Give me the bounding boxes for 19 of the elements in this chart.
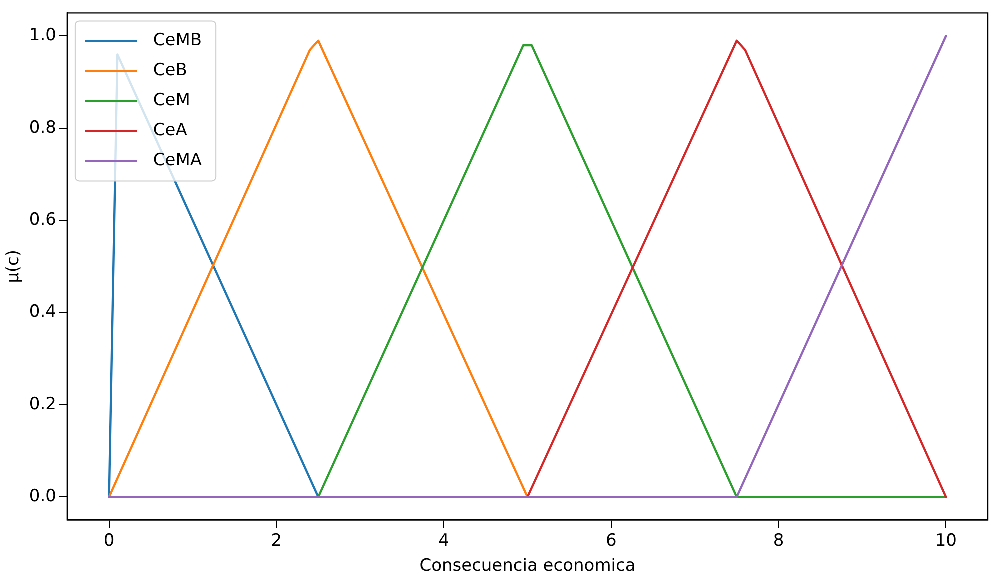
legend-label: CeB: [153, 60, 188, 81]
legend-label: CeMB: [153, 30, 202, 51]
y-tick-label: 0.8: [29, 118, 56, 138]
x-axis-title: Consecuencia economica: [420, 556, 636, 576]
legend-label: CeM: [153, 90, 190, 111]
y-tick-label: 0.0: [29, 486, 56, 507]
legend-label: CeA: [153, 120, 188, 141]
x-tick-label: 2: [271, 530, 282, 551]
x-tick-label: 6: [606, 530, 617, 551]
x-tick-label: 0: [104, 530, 115, 551]
x-tick-label: 10: [935, 530, 957, 551]
y-axis-title: μ(c): [4, 250, 24, 284]
y-tick-label: 0.2: [29, 394, 56, 414]
legend-label: CeMA: [153, 150, 202, 171]
y-tick-label: 0.6: [29, 210, 56, 230]
x-tick-label: 4: [438, 530, 450, 551]
x-tick-label: 8: [773, 530, 784, 551]
y-tick-label: 1.0: [29, 26, 56, 46]
y-tick-label: 0.4: [29, 302, 56, 322]
